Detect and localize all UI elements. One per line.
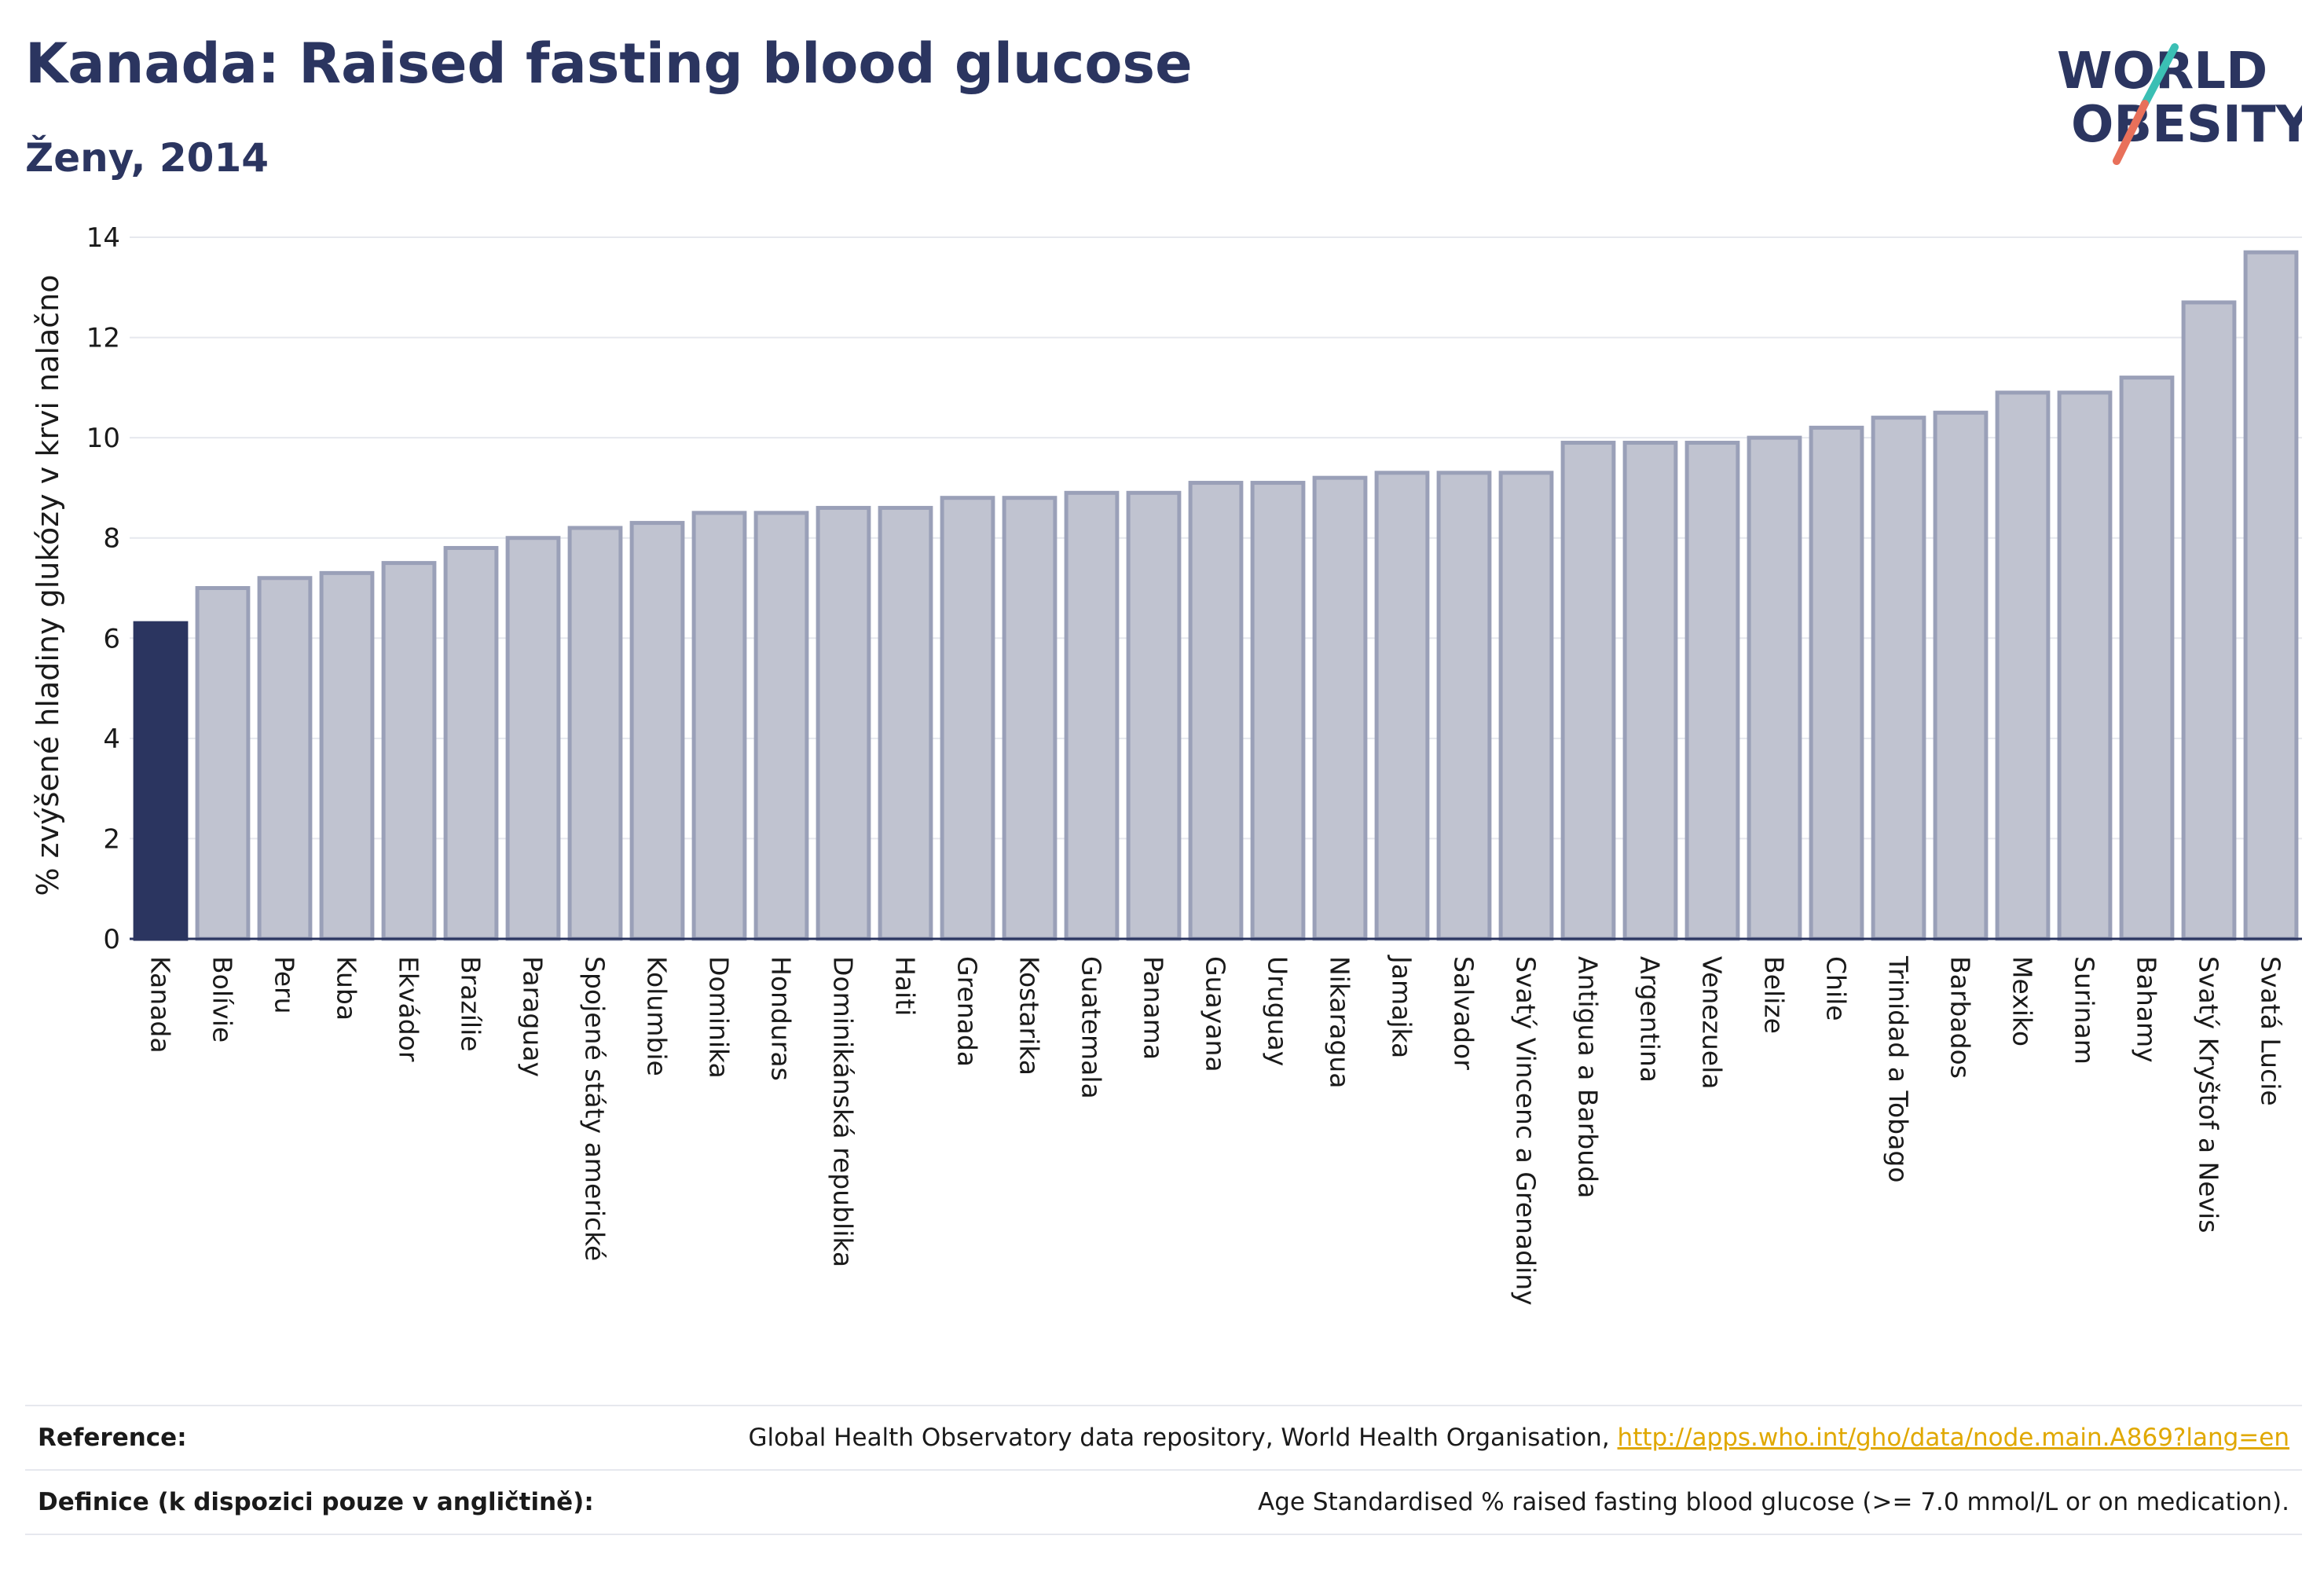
bar-argentina[interactable] bbox=[1622, 441, 1678, 941]
y-tick-label: 14 bbox=[86, 222, 120, 254]
bar-ekvádor[interactable] bbox=[381, 561, 437, 941]
x-tick-label: Svatý Vincenc a Grenadiny bbox=[1511, 956, 1541, 1306]
x-tick-label: Kolumbie bbox=[642, 956, 673, 1076]
x-tick-label: Mexiko bbox=[2007, 956, 2038, 1046]
bar-mexiko[interactable] bbox=[1995, 390, 2051, 941]
y-tick-label: 4 bbox=[103, 724, 120, 755]
x-tick-label: Uruguay bbox=[1263, 956, 1293, 1066]
x-tick-label: Grenada bbox=[952, 956, 983, 1067]
bar-surinam[interactable] bbox=[2057, 390, 2113, 941]
x-tick-label: Guayana bbox=[1200, 956, 1231, 1072]
y-tick-label: 12 bbox=[86, 323, 120, 354]
bar-kostarika[interactable] bbox=[1002, 496, 1058, 941]
x-tick-label: Paraguay bbox=[518, 956, 548, 1077]
bar-dominikánská-republika[interactable] bbox=[816, 505, 871, 941]
bar-svatý-vincenc-a-grenadiny[interactable] bbox=[1498, 471, 1554, 941]
bar-jamajka[interactable] bbox=[1374, 471, 1430, 941]
x-tick-label: Bahamy bbox=[2132, 956, 2162, 1063]
axes: 0 2 4 6 8 10 12 14 Kanada Bolívie Peru Kuba Ekvádor B… bbox=[86, 222, 2302, 1306]
bar-kolumbie[interactable] bbox=[629, 521, 685, 941]
x-tick-label: Jamajka bbox=[1387, 955, 1417, 1058]
y-tick-label: 6 bbox=[103, 623, 120, 654]
bar-panama[interactable] bbox=[1126, 490, 1182, 941]
bar-grenada[interactable] bbox=[940, 496, 995, 941]
reference-link[interactable]: http://apps.who.int/gho/data/node.main.A… bbox=[1617, 1424, 2289, 1452]
bar-kanada[interactable] bbox=[133, 621, 189, 941]
x-tick-label: Ekvádor bbox=[394, 956, 424, 1062]
definition-text: Age Standardised % raised fasting blood … bbox=[1258, 1488, 2289, 1516]
bar-dominika[interactable] bbox=[691, 511, 747, 941]
world-obesity-logo: WORLD OBESITY bbox=[2057, 42, 2302, 165]
x-tick-label: Nikaragua bbox=[1325, 956, 1355, 1088]
logo-line2: OBESITY bbox=[2071, 96, 2302, 154]
bar-spojené-státy-americké[interactable] bbox=[567, 526, 623, 941]
x-tick-label: Haiti bbox=[890, 956, 921, 1016]
reference-text: Global Health Observatory data repositor… bbox=[748, 1424, 1610, 1452]
reference-label: Reference: bbox=[38, 1424, 187, 1452]
chart-title: Kanada: Raised fasting blood glucose bbox=[25, 31, 1193, 96]
logo-slash-top bbox=[2141, 43, 2179, 108]
bar-haiti[interactable] bbox=[878, 505, 933, 941]
bar-bahamy[interactable] bbox=[2119, 376, 2175, 941]
x-tick-label: Chile bbox=[1821, 956, 1852, 1021]
bar-svatá-lucie[interactable] bbox=[2243, 250, 2299, 941]
bar-honduras[interactable] bbox=[753, 511, 809, 941]
bar-peru[interactable] bbox=[257, 576, 313, 941]
x-tick-label: Spojené státy americké bbox=[580, 956, 610, 1261]
chart-subtitle: Ženy, 2014 bbox=[25, 135, 269, 181]
x-tick-label: Trinidad a Tobago bbox=[1883, 955, 1914, 1183]
bar-guayana[interactable] bbox=[1188, 481, 1244, 941]
logo-slash-bottom bbox=[2113, 100, 2149, 165]
bar-chile[interactable] bbox=[1809, 425, 1864, 941]
x-tick-label: Honduras bbox=[766, 956, 797, 1081]
y-tick-label: 0 bbox=[103, 924, 120, 955]
bar-nikaragua[interactable] bbox=[1312, 475, 1368, 941]
definition-label: Definice (k dispozici pouze v angličtině… bbox=[38, 1488, 594, 1516]
reference-value: Global Health Observatory data repositor… bbox=[748, 1424, 2289, 1452]
bar-barbados[interactable] bbox=[1933, 410, 1989, 941]
bar-paraguay[interactable] bbox=[505, 536, 561, 941]
bar-brazílie[interactable] bbox=[443, 545, 499, 941]
bar-belize[interactable] bbox=[1747, 435, 1802, 941]
x-tick-label: Surinam bbox=[2069, 956, 2100, 1065]
bar-chart: 0 2 4 6 8 10 12 14 Kanada Bolívie Peru Kuba Ekvádor B… bbox=[31, 222, 2302, 1306]
bar-bolívie[interactable] bbox=[195, 586, 251, 941]
bar-kuba[interactable] bbox=[319, 570, 375, 941]
x-tick-label: Venezuela bbox=[1697, 956, 1728, 1089]
x-tick-label: Dominika bbox=[704, 956, 735, 1079]
bar-guatemala[interactable] bbox=[1064, 490, 1120, 941]
bar-salvador[interactable] bbox=[1436, 471, 1492, 941]
x-tick-label: Barbados bbox=[1945, 956, 1976, 1079]
definition-row: Definice (k dispozici pouze v angličtině… bbox=[25, 1469, 2302, 1535]
y-tick-label: 2 bbox=[103, 823, 120, 855]
x-tick-label: Salvador bbox=[1449, 956, 1479, 1070]
footer: Reference: Global Health Observatory dat… bbox=[25, 1405, 2302, 1535]
y-axis-label: % zvýšené hladiny glukózy v krvi nalačno bbox=[31, 274, 65, 896]
x-tick-label: Bolívie bbox=[207, 956, 238, 1043]
x-tick-label: Kuba bbox=[332, 956, 362, 1021]
x-tick-label: Kanada bbox=[145, 956, 176, 1054]
bar-uruguay[interactable] bbox=[1250, 481, 1306, 941]
x-tick-label: Belize bbox=[1759, 956, 1790, 1034]
bar-trinidad-a-tobago[interactable] bbox=[1871, 416, 1926, 941]
bar-venezuela[interactable] bbox=[1684, 441, 1740, 941]
x-tick-label: Svatý Kryštof a Nevis bbox=[2194, 956, 2224, 1233]
x-tick-label: Guatemala bbox=[1076, 956, 1107, 1099]
bars bbox=[133, 250, 2299, 941]
x-tick-label: Kostarika bbox=[1014, 956, 1045, 1076]
bar-antigua-a-barbuda[interactable] bbox=[1560, 441, 1616, 941]
x-tick-label: Antigua a Barbuda bbox=[1573, 956, 1604, 1198]
x-tick-label: Argentina bbox=[1635, 956, 1666, 1083]
reference-row: Reference: Global Health Observatory dat… bbox=[25, 1405, 2302, 1469]
y-tick-label: 8 bbox=[103, 523, 120, 555]
y-tick-label: 10 bbox=[86, 423, 120, 454]
x-tick-label: Brazílie bbox=[456, 956, 486, 1052]
bar-svatý-kryštof-a-nevis[interactable] bbox=[2181, 300, 2237, 941]
x-tick-label: Svatá Lucie bbox=[2256, 956, 2286, 1106]
x-tick-label: Dominikánská republika bbox=[828, 956, 859, 1267]
x-tick-label: Peru bbox=[269, 956, 300, 1014]
x-tick-label: Panama bbox=[1138, 956, 1169, 1060]
